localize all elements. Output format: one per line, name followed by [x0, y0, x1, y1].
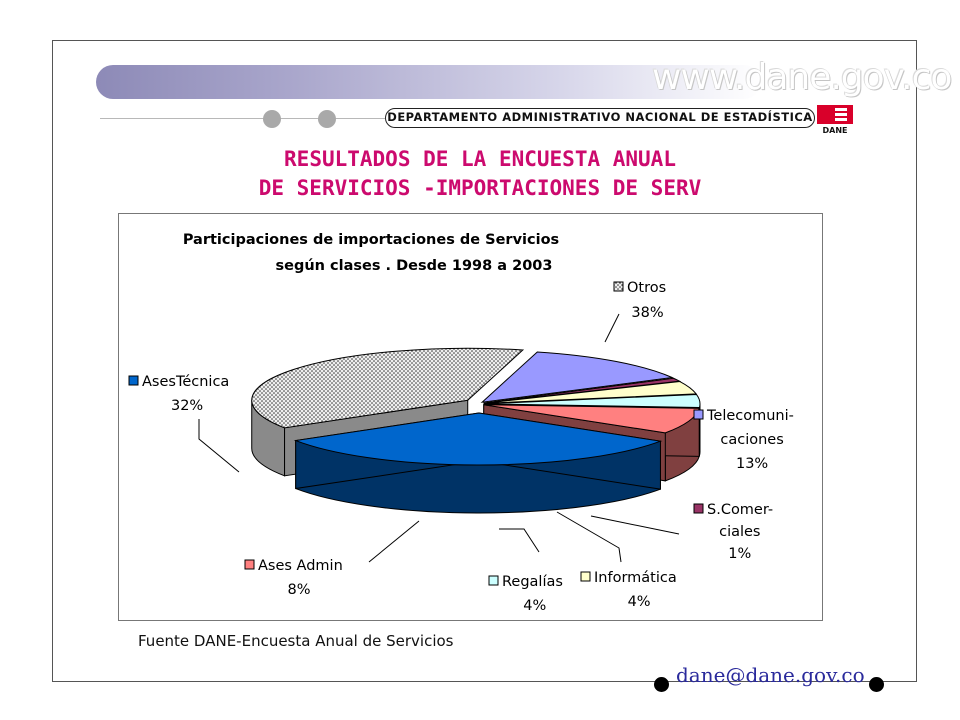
website-url[interactable]: www.dane.gov.co	[652, 57, 952, 98]
legend-swatch	[580, 571, 591, 582]
slice-name-label: Regalías	[502, 574, 563, 590]
slice-name-label: Telecomuni-	[706, 408, 794, 424]
chart-title-line-2: según clases . Desde 1998 a 2003	[276, 258, 553, 274]
legend-swatch	[244, 559, 255, 570]
slice-percent-label: 38%	[631, 305, 663, 321]
decor-dot	[869, 677, 884, 692]
pie-slice-asest-cnica	[293, 412, 663, 466]
pie-slice-inform-tica	[483, 380, 698, 404]
slice-percent-label: 32%	[171, 398, 203, 414]
title-line-1: RESULTADOS DE LA ENCUESTA ANUAL	[284, 147, 676, 171]
legend-swatch	[693, 409, 704, 420]
slice-percent-label: 1%	[728, 546, 751, 562]
slide-frame	[52, 40, 917, 682]
title-line-2: DE SERVICIOS -IMPORTACIONES DE SERV	[258, 176, 702, 200]
label-leader-line	[499, 528, 540, 553]
legend-swatch	[488, 575, 499, 586]
contact-email[interactable]: dane@dane.gov.co	[676, 663, 865, 687]
label-leader-line	[604, 313, 620, 343]
label-leader-line	[198, 419, 240, 473]
pie-slice-ases-admin	[483, 404, 700, 434]
slide-title: RESULTADOS DE LA ENCUESTA ANUAL DE SERVI…	[120, 145, 840, 203]
pie-chart: Participaciones de importaciones de Serv…	[128, 232, 794, 614]
slice-percent-label: 4%	[523, 598, 546, 614]
header-divider	[100, 118, 385, 119]
slice-percent-label: 4%	[628, 594, 651, 610]
label-leader-line	[556, 511, 622, 563]
slice-percent-label: 8%	[287, 582, 310, 598]
pie-slice-regal-as	[483, 393, 701, 409]
legend-swatch	[128, 375, 139, 386]
slice-percent-label: 13%	[736, 456, 768, 472]
slice-name-label: Informática	[594, 570, 677, 586]
slice-name-label: Otros	[627, 280, 666, 296]
department-label: DEPARTAMENTO ADMINISTRATIVO NACIONAL DE …	[385, 108, 815, 128]
label-leader-line	[590, 515, 680, 535]
source-note: Fuente DANE-Encuesta Anual de Servicios	[138, 632, 454, 650]
legend-swatch	[693, 503, 704, 514]
decor-dot	[318, 110, 336, 128]
slice-name-label: ciales	[719, 524, 760, 540]
slice-name-label: caciones	[720, 432, 783, 448]
decor-dot	[263, 110, 281, 128]
label-leader-line	[368, 520, 420, 563]
decor-dot	[654, 677, 669, 692]
slice-name-label: S.Comer-	[707, 502, 773, 518]
slice-name-label: Ases Admin	[258, 558, 343, 574]
dane-logo: DANE	[817, 105, 853, 135]
pie-slice-telecomuni-caciones	[480, 351, 674, 403]
chart-area: Participaciones de importaciones de Serv…	[118, 213, 823, 621]
header-bar	[96, 65, 761, 99]
legend-swatch	[613, 281, 624, 292]
slice-name-label: AsesTécnica	[142, 374, 229, 390]
pie-slice-otros	[251, 347, 525, 429]
chart-title-line-1: Participaciones de importaciones de Serv…	[183, 232, 559, 248]
logo-text: DANE	[823, 126, 848, 135]
